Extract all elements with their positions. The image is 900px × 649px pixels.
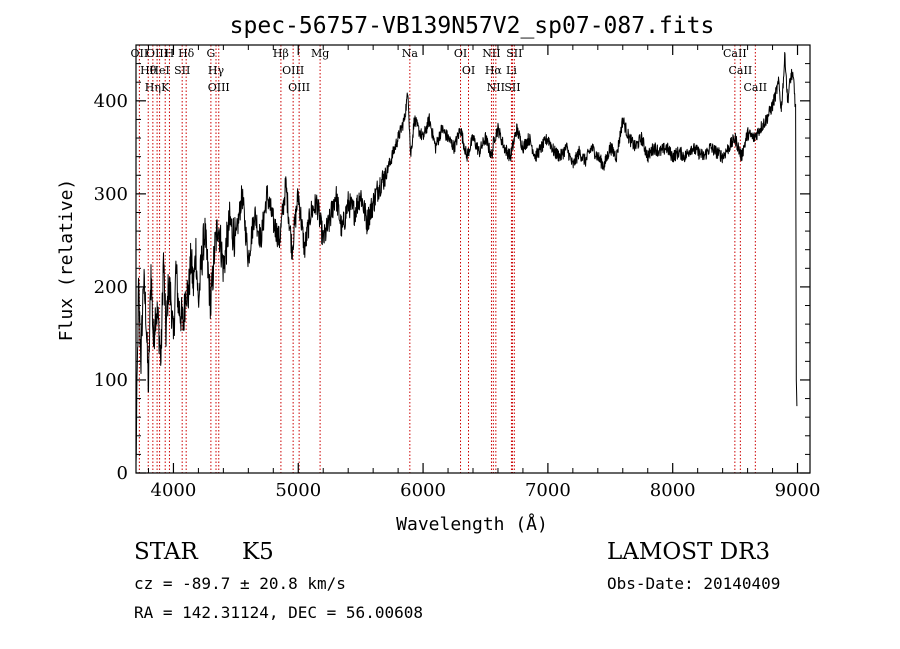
line-label-6: H (165, 47, 175, 60)
line-label-7: SII (174, 64, 190, 77)
x-tick-label: 9000 (775, 480, 821, 501)
line-label-10: Hγ (208, 64, 225, 77)
line-label-3: OIII (146, 47, 168, 60)
line-label-9: G (206, 47, 215, 60)
line-label-17: OI (454, 47, 467, 60)
line-label-15: Mg (311, 47, 329, 60)
flux-series-flux (135, 52, 798, 462)
line-label-0: OII (131, 47, 149, 60)
y-tick-label: 200 (94, 277, 128, 298)
x-axis-label: Wavelength (Å) (396, 513, 548, 535)
y-axis-label: Flux (relative) (56, 179, 77, 342)
line-label-1: Hθ (140, 64, 157, 77)
line-label-19: NII (482, 47, 500, 60)
x-tick-label: 8000 (650, 480, 696, 501)
plot-frame (135, 44, 811, 474)
line-label-18: OI (462, 64, 475, 77)
coordinates: RA = 142.31124, DEC = 56.00608 (134, 603, 423, 622)
y-tick-label: 400 (94, 91, 128, 112)
x-tick-label: 7000 (525, 480, 571, 501)
x-tick-label: 4000 (151, 480, 197, 501)
line-label-5: K (161, 81, 170, 94)
line-label-27: CaII (743, 81, 767, 94)
line-label-26: CaII (729, 64, 753, 77)
line-label-13: OIII (282, 64, 304, 77)
object-subclass: K5 (242, 539, 274, 565)
survey-name: LAMOST DR3 (607, 539, 771, 565)
x-tick-label: 5000 (275, 480, 321, 501)
object-class: STAR (134, 539, 198, 565)
line-label-16: Na (402, 47, 419, 60)
redshift-cz: cz = -89.7 ± 20.8 km/s (134, 574, 346, 593)
line-label-12: Hβ (273, 47, 289, 60)
line-label-24: SII (506, 47, 522, 60)
x-tick-label: 6000 (400, 480, 446, 501)
line-label-8: Hδ (178, 47, 195, 60)
line-label-2: Hη (145, 81, 161, 94)
obs-date: Obs-Date: 20140409 (607, 574, 781, 593)
y-tick-label: 100 (94, 370, 128, 391)
line-label-25: CaII (723, 47, 747, 60)
line-label-20: Hα (485, 64, 503, 77)
line-label-23: SII (504, 81, 520, 94)
chart-title: spec-56757-VB139N57V2_sp07-087.fits (230, 13, 715, 39)
line-label-22: Li (506, 64, 517, 77)
y-tick-label: 0 (117, 463, 128, 484)
line-label-14: OIII (288, 81, 310, 94)
line-label-11: OIII (208, 81, 230, 94)
line-label-21: NII (487, 81, 505, 94)
line-label-4: HeI (149, 64, 169, 77)
y-tick-label: 300 (94, 184, 128, 205)
